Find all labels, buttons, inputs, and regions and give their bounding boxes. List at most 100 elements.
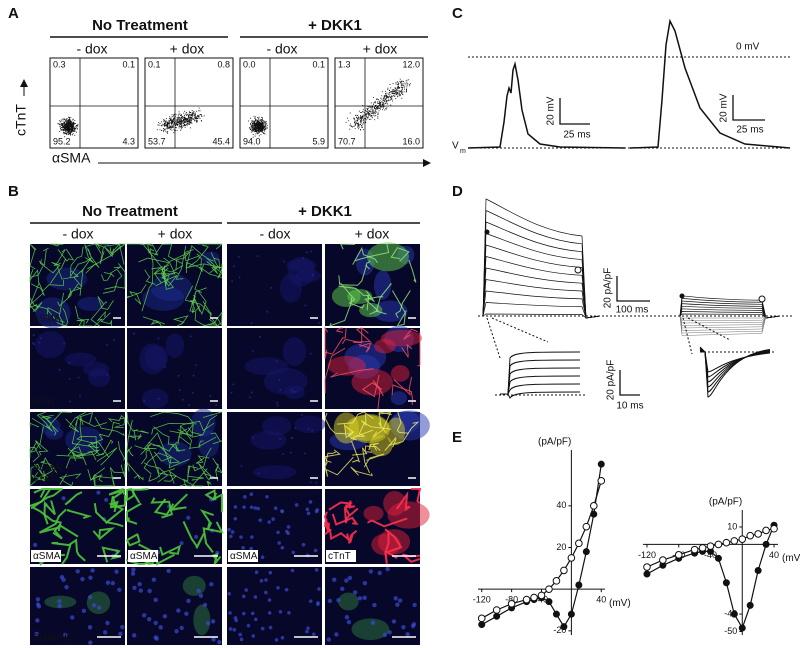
fiber	[59, 473, 74, 487]
event-dot	[370, 102, 372, 104]
event-dot	[252, 125, 254, 127]
condition: + dox	[355, 226, 390, 242]
panel-label: C	[452, 5, 463, 22]
event-dot	[165, 125, 166, 126]
nucleus	[300, 414, 303, 417]
scale-label: 10 ms	[616, 401, 643, 412]
event-dot	[253, 121, 255, 123]
event-dot	[69, 119, 71, 121]
event-dot	[379, 108, 381, 110]
event-dot	[164, 124, 166, 126]
nucleus	[308, 500, 313, 504]
event-dot	[403, 91, 405, 93]
event-dot	[350, 125, 352, 127]
event-dot	[70, 123, 72, 124]
fiber	[210, 432, 223, 445]
cell-body	[198, 430, 219, 458]
event-dot	[163, 119, 165, 121]
iv-point	[714, 540, 723, 549]
fiber	[100, 312, 113, 327]
event-dot	[377, 116, 379, 118]
nucleus	[137, 581, 142, 587]
event-dot	[372, 109, 374, 111]
current-trace	[500, 359, 581, 395]
event-dot	[359, 111, 361, 113]
event-dot	[398, 86, 399, 88]
event-dot	[356, 114, 358, 116]
event-dot	[166, 125, 168, 127]
event-dot	[170, 117, 172, 119]
fiber	[339, 243, 355, 250]
event-dot	[166, 123, 168, 125]
event-dot	[259, 127, 261, 129]
event-dot	[187, 123, 189, 125]
event-dot	[169, 128, 171, 130]
fiber	[393, 376, 413, 396]
event-dot	[260, 129, 262, 131]
event-dot	[259, 126, 261, 128]
fiber	[31, 470, 46, 482]
event-dot	[68, 122, 70, 124]
event-dot	[251, 126, 253, 128]
event-dot	[348, 120, 350, 122]
nucleus	[117, 587, 122, 593]
event-dot	[71, 125, 73, 127]
event-dot	[71, 130, 73, 132]
nucleus	[233, 616, 238, 620]
event-dot	[371, 115, 373, 117]
event-dot	[392, 91, 394, 93]
x-tick-label: 40	[769, 550, 779, 560]
event-dot	[69, 133, 71, 135]
nucleus	[352, 590, 358, 595]
event-dot	[360, 124, 361, 125]
event-dot	[66, 122, 68, 124]
event-dot	[70, 133, 72, 135]
nucleus	[61, 496, 66, 501]
event-dot	[174, 117, 176, 119]
event-dot	[185, 119, 187, 121]
event-dot	[258, 124, 260, 126]
event-dot	[371, 105, 373, 107]
stain	[29, 243, 127, 329]
event-dot	[409, 83, 411, 85]
nucleus	[311, 274, 314, 277]
fiber	[206, 480, 212, 487]
event-dot	[385, 96, 387, 98]
event-dot	[396, 91, 398, 93]
event-dot	[366, 115, 368, 117]
event-dot	[261, 126, 263, 128]
event-dot	[189, 111, 190, 113]
event-dot	[362, 129, 364, 131]
event-dot	[388, 97, 390, 98]
event-dot	[401, 90, 403, 92]
event-dot	[179, 119, 180, 121]
fiber	[44, 416, 59, 436]
nucleus	[276, 401, 279, 404]
event-dot	[174, 117, 176, 119]
event-dot	[362, 116, 364, 118]
event-dot	[69, 129, 71, 130]
iv-point	[722, 538, 731, 547]
event-dot	[375, 106, 377, 108]
event-dot	[364, 119, 366, 121]
event-dot	[191, 110, 193, 111]
event-dot	[176, 117, 178, 118]
fiber	[76, 318, 90, 327]
event-dot	[374, 102, 376, 104]
current-trace	[482, 244, 601, 319]
event-dot	[184, 121, 186, 122]
event-dot	[68, 127, 70, 128]
fiber	[202, 322, 219, 327]
iv-point	[754, 530, 762, 538]
event-dot	[360, 120, 362, 122]
event-dot	[66, 125, 68, 127]
event-dot	[163, 124, 165, 126]
event-dot	[68, 130, 69, 132]
event-dot	[66, 125, 67, 127]
fiber	[90, 301, 107, 327]
event-dot	[196, 120, 198, 122]
event-dot	[394, 91, 396, 92]
fiber	[160, 265, 179, 280]
event-dot	[68, 119, 70, 121]
event-dot	[195, 118, 196, 119]
